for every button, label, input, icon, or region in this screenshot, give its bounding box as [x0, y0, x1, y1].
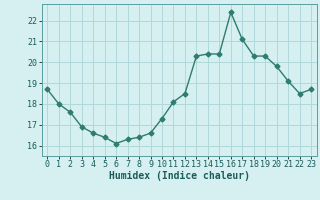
X-axis label: Humidex (Indice chaleur): Humidex (Indice chaleur) — [109, 171, 250, 181]
